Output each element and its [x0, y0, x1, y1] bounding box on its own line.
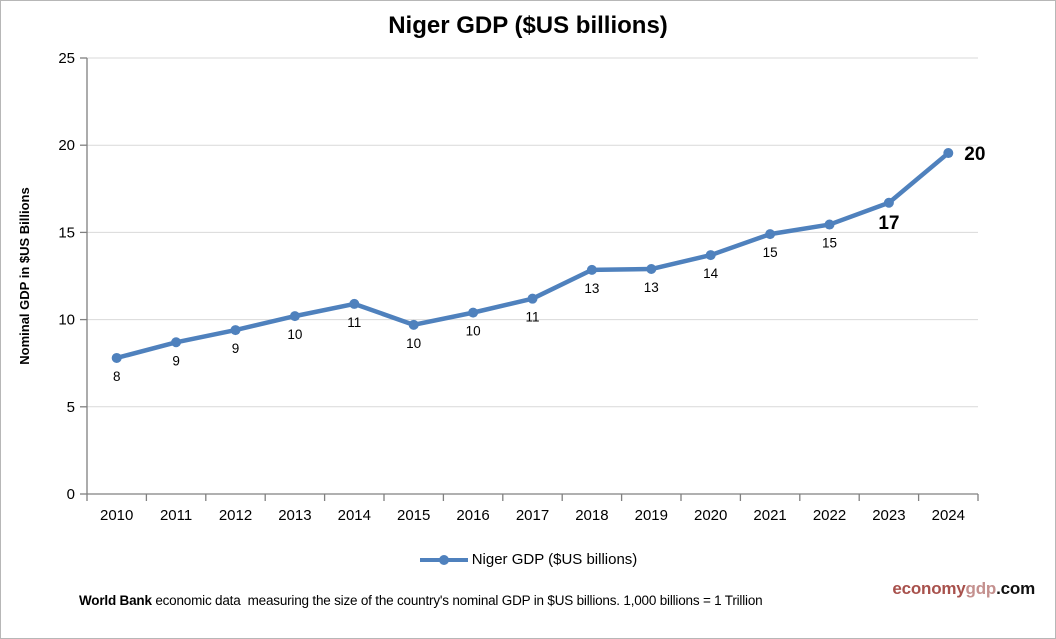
x-tick-label: 2021 [753, 507, 786, 524]
source-note: World Bank economic data measuring the s… [79, 593, 763, 608]
y-tick-label: 20 [58, 137, 75, 154]
data-label: 8 [113, 369, 121, 384]
y-tick-label: 15 [58, 224, 75, 241]
website-credit-part3: .com [996, 579, 1035, 598]
y-tick-label: 0 [67, 486, 75, 503]
data-point [883, 197, 894, 208]
data-label: 9 [172, 353, 180, 368]
legend: Niger GDP ($US billions) [1, 551, 1055, 568]
y-tick-label: 5 [67, 399, 75, 416]
data-point [230, 325, 241, 336]
x-tick-label: 2016 [456, 507, 489, 524]
y-tick-label: 25 [58, 50, 75, 67]
data-point [646, 264, 657, 275]
data-label: 13 [644, 280, 659, 295]
x-tick-label: 2012 [219, 507, 252, 524]
data-point [468, 307, 479, 318]
data-label: 17 [878, 213, 899, 234]
data-label: 10 [406, 336, 421, 351]
data-point [943, 148, 954, 159]
data-point [349, 298, 360, 309]
data-point [705, 250, 716, 261]
y-axis-title: Nominal GDP in $US Billions [17, 187, 32, 364]
x-tick-label: 2014 [338, 507, 371, 524]
legend-label: Niger GDP ($US billions) [471, 551, 638, 568]
data-point [586, 264, 597, 275]
website-credit-part1: economy [892, 579, 966, 598]
data-point [289, 311, 300, 322]
data-point [408, 319, 419, 330]
data-point [171, 337, 182, 348]
data-label: 15 [822, 236, 837, 251]
data-label: 11 [347, 315, 361, 330]
data-point [824, 219, 835, 230]
source-note-text: economic data measuring the size of the … [151, 593, 763, 608]
x-tick-label: 2017 [516, 507, 549, 524]
chart-title: Niger GDP ($US billions) [388, 12, 668, 39]
x-tick-label: 2015 [397, 507, 430, 524]
x-tick-label: 2024 [932, 507, 965, 524]
x-tick-label: 2010 [100, 507, 133, 524]
data-label: 10 [466, 324, 481, 339]
x-tick-label: 2023 [872, 507, 905, 524]
y-tick-label: 10 [58, 312, 75, 329]
x-tick-label: 2022 [813, 507, 846, 524]
x-tick-label: 2013 [278, 507, 311, 524]
data-label: 14 [703, 266, 719, 281]
x-tick-label: 2020 [694, 507, 727, 524]
data-label: 9 [232, 341, 240, 356]
data-point [111, 352, 122, 363]
x-tick-label: 2018 [575, 507, 608, 524]
website-credit-part2: gdp [965, 579, 997, 598]
data-point [527, 293, 538, 304]
data-label: 15 [763, 245, 778, 260]
website-credit: economygdp.com [892, 579, 1035, 599]
legend-line-marker-icon [419, 554, 468, 565]
gdp-series-line [114, 150, 951, 361]
data-point [765, 229, 776, 240]
data-label: 10 [287, 327, 302, 342]
source-note-bold: World Bank [79, 593, 152, 608]
x-tick-label: 2011 [160, 507, 192, 524]
x-tick-label: 2019 [635, 507, 668, 524]
data-label: 11 [525, 310, 539, 325]
data-label: 13 [584, 281, 599, 296]
data-label: 20 [964, 144, 985, 165]
